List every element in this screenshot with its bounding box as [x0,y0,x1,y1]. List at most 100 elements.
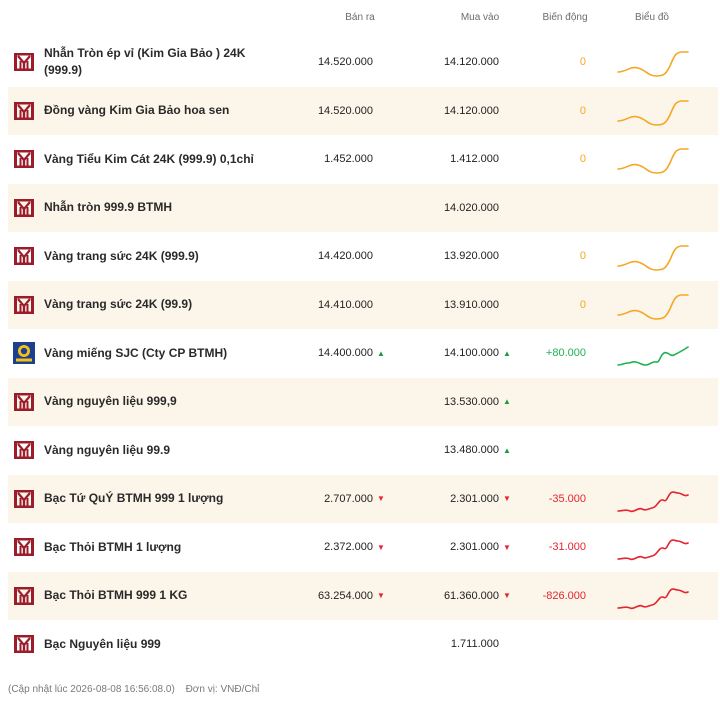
sparkline-chart[interactable] [616,93,690,129]
btmh-logo-icon [13,51,35,73]
sell-price: 14.520.000 [317,104,373,117]
buy-price: 13.920.000 [443,250,499,262]
column-header-buy: Mua vào [460,12,500,23]
sell-price [280,426,373,474]
arrow-up-icon: ▲ [503,348,511,358]
sell-price: 63.254.000 [317,589,373,602]
sell-price: 2.372.000 [324,541,373,553]
sell-price: 14.410.000 [317,298,373,311]
price-change: -31.000 [548,541,586,553]
buy-price: 13.530.000 [443,395,499,408]
sparkline-line [617,293,689,320]
arrow-down-icon: ▼ [377,494,385,503]
sjc-logo-icon [13,342,35,364]
sparkline-line [617,245,689,271]
price-change: 0 [579,56,586,68]
column-header-change: Biến động [542,12,588,23]
column-header-sell: Bán ra [345,12,375,23]
btmh-logo-icon [13,391,35,413]
sparkline-line [617,490,689,512]
table-row[interactable]: Vàng nguyên liệu 99.9 13.480.000 ▲ [0,426,720,475]
buy-price: 1.711.000 [450,638,499,650]
table-row[interactable]: Bạc Thỏi BTMH 1 lượng 2.372.000 ▼ 2.301.000… [0,523,720,572]
btmh-logo-icon [13,488,35,510]
sparkline-chart[interactable] [616,335,690,371]
product-name: Bạc Tứ QuÝ BTMH 999 1 lượng [44,491,224,505]
table-row[interactable]: Bạc Nguyên liệu 999 1.711.000 [0,620,720,669]
sparkline-chart[interactable] [616,141,690,177]
buy-price: 2.301.000 [450,492,499,505]
arrow-up-icon: ▲ [377,348,385,358]
product-name: Bạc Thỏi BTMH 999 1 KG [44,588,188,602]
sell-price: 14.520.000 [317,56,373,68]
price-change: +80.000 [545,347,586,359]
product-name: Đồng vàng Kim Gia Bảo hoa sen [44,103,230,117]
footer: (Cập nhật lúc 2026-08-08 16:56:08.0) Đơn… [8,684,267,695]
table-row[interactable]: Vàng trang sức 24K (99.9) 14.410.000 13.91… [8,280,718,329]
btmh-logo-icon [13,245,35,267]
table-row[interactable]: Vàng miếng SJC (Cty CP BTMH) 14.400.000 ▲ 1… [0,329,720,378]
sparkline-chart[interactable] [616,578,690,614]
price-change: 0 [579,153,586,165]
sell-price: 2.707.000 [324,492,373,505]
product-name: Vàng trang sức 24K (999.9) [44,248,199,263]
table-row[interactable]: Bạc Tứ QuÝ BTMH 999 1 lượng 2.707.000 ▼ 2.3… [8,474,718,523]
sparkline-chart[interactable] [616,238,690,274]
sparkline-chart[interactable] [616,481,690,517]
btmh-logo-icon [13,633,35,655]
buy-price: 14.100.000 [443,347,499,359]
sparkline-line [617,99,689,126]
sell-price [280,184,373,232]
product-name: Vàng nguyên liệu 999,9 [44,394,177,408]
arrow-up-icon: ▲ [503,445,511,455]
table-row[interactable]: Vàng nguyên liệu 999,9 13.530.000 ▲ [8,377,718,426]
unit-label: Đơn vị: VNĐ/Chỉ [185,684,260,695]
sell-price: 14.400.000 [317,347,373,359]
buy-price: 61.360.000 [443,589,499,602]
arrow-down-icon: ▼ [503,494,511,503]
buy-price: 1.412.000 [450,153,499,165]
arrow-down-icon: ▼ [503,542,511,552]
arrow-down-icon: ▼ [377,591,385,600]
price-change: 0 [579,104,586,117]
price-change: 0 [579,298,586,311]
arrow-up-icon: ▲ [503,397,511,406]
price-change: 0 [579,250,586,262]
btmh-logo-icon [13,439,35,461]
table-row[interactable]: Đồng vàng Kim Gia Bảo hoa sen 14.520.000 1… [8,86,718,135]
sparkline-line [617,148,689,174]
sparkline-line [617,346,689,366]
product-name: Vàng Tiểu Kim Cát 24K (999.9) 0,1chỉ [44,151,254,166]
table-header: Bán ra Mua vào Biến động Biểu đồ [0,0,720,36]
buy-price: 14.120.000 [443,104,499,117]
price-change: -35.000 [548,492,586,505]
sell-price: 14.420.000 [317,250,373,262]
btmh-logo-icon [13,100,35,122]
buy-price: 13.910.000 [443,298,499,311]
btmh-logo-icon [13,294,35,316]
sparkline-chart[interactable] [616,529,690,565]
price-table: Nhẫn Tròn ép vỉ (Kim Gia Bảo ) 24K (999.… [0,38,720,669]
btmh-logo-icon [13,197,35,219]
arrow-down-icon: ▼ [503,591,511,600]
column-header-chart: Biểu đồ [635,12,669,23]
buy-price: 14.120.000 [443,56,499,68]
update-timestamp: (Cập nhật lúc 2026-08-08 16:56:08.0) [8,684,175,695]
sparkline-line [617,539,689,561]
sparkline-chart[interactable] [616,287,690,323]
product-name: Nhẫn tròn 999.9 BTMH [44,200,173,214]
buy-price: 13.480.000 [443,444,499,456]
product-name: Bạc Nguyên liệu 999 [44,636,161,651]
buy-price: 14.020.000 [443,201,499,214]
table-row[interactable]: Bạc Thỏi BTMH 999 1 KG 63.254.000 ▼ 61.360.… [8,571,718,620]
table-row[interactable]: Nhẫn Tròn ép vỉ (Kim Gia Bảo ) 24K (999.… [0,38,720,87]
sparkline-chart[interactable] [616,44,690,80]
sell-price [280,620,373,668]
arrow-down-icon: ▼ [377,542,385,552]
table-row[interactable]: Vàng Tiểu Kim Cát 24K (999.9) 0,1chỉ 1.45… [0,135,720,184]
sell-price: 1.452.000 [324,153,373,165]
btmh-logo-icon [13,148,35,170]
table-row[interactable]: Vàng trang sức 24K (999.9) 14.420.000 13.9… [0,232,720,281]
btmh-logo-icon [13,585,35,607]
table-row[interactable]: Nhẫn tròn 999.9 BTMH 14.020.000 [8,183,718,232]
